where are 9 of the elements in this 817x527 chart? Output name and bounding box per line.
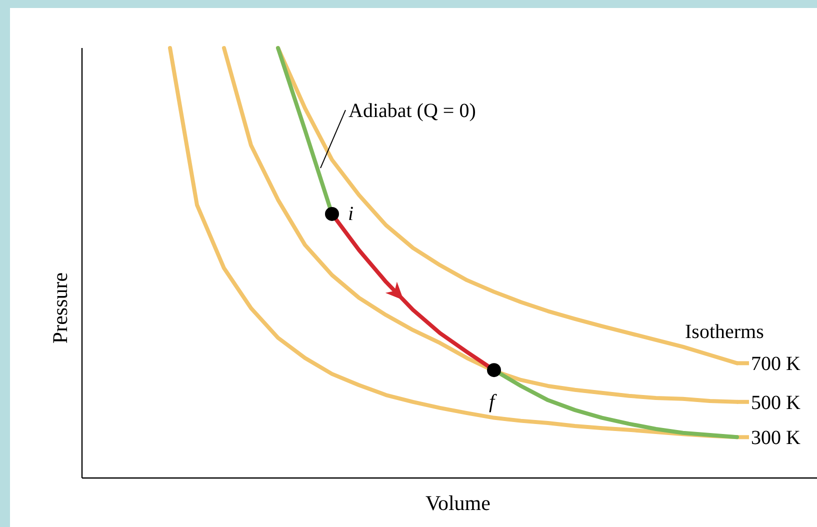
x-axis-title: Volume (426, 491, 490, 515)
legend-label: 500 K (751, 392, 801, 414)
annotation: Isotherms (685, 321, 764, 343)
annotation: i (348, 202, 354, 225)
annotation: Adiabat (Q = 0) (348, 100, 476, 122)
annotation: f (489, 391, 497, 414)
legend-label: 700 K (751, 353, 801, 376)
legend-label: 300 K (751, 427, 801, 450)
y-axis-title: Pressure (48, 272, 72, 344)
